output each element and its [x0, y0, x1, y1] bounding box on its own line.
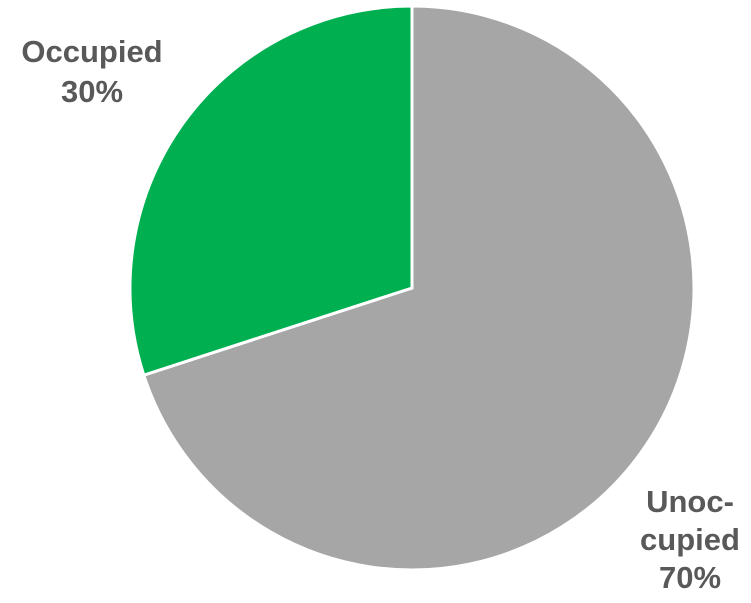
data-label-occupied: Occupied 30% [21, 34, 162, 109]
data-label-line: Occupied [21, 34, 162, 69]
data-label-line: cupied [640, 522, 740, 557]
pie-slice-occupied [128, 4, 414, 378]
pie-slice-unoccupied [141, 4, 696, 572]
data-label-unoccupied: Unoc-cupied 70% [640, 484, 740, 595]
data-label-line: 30% [61, 74, 123, 109]
data-label-line: 70% [659, 560, 721, 595]
pie-labels: Unoc-cupied 70% Occupied 30% [21, 34, 740, 595]
pie-slices [128, 4, 696, 572]
data-label-line: Unoc- [646, 484, 734, 519]
